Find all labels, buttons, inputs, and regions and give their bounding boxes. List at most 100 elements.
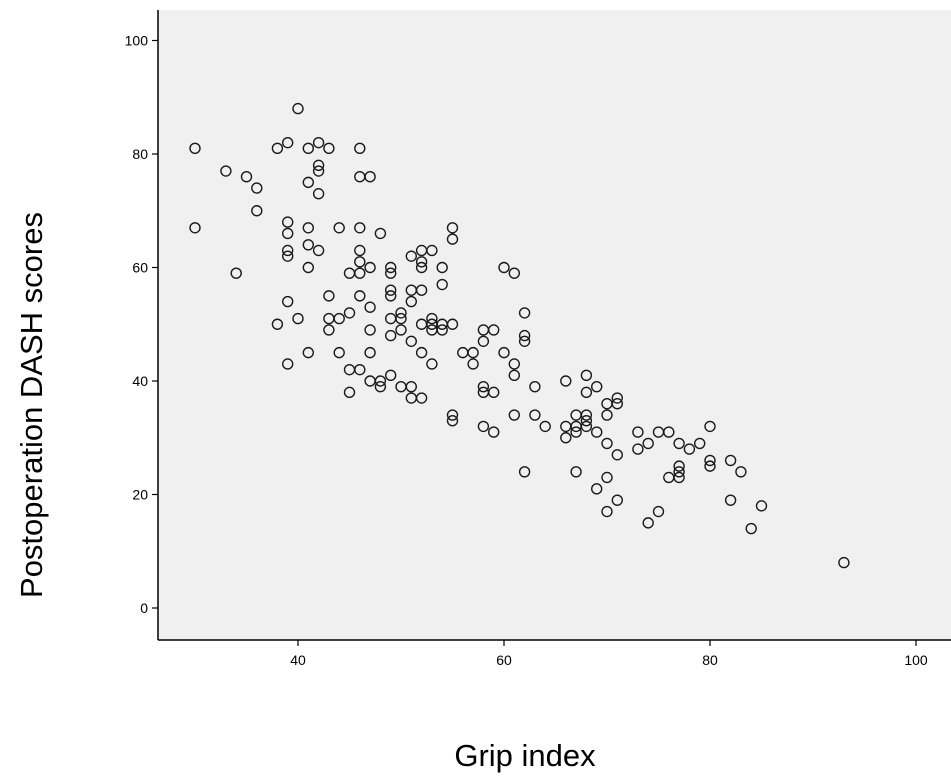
data-point (591, 426, 603, 438)
data-point (508, 358, 520, 370)
data-point (405, 295, 417, 308)
x-tick-label: 40 (290, 652, 306, 668)
y-tick-label: 20 (132, 487, 148, 503)
data-point (426, 244, 438, 257)
data-point (415, 392, 428, 404)
data-point (292, 102, 304, 115)
data-point (282, 295, 294, 308)
data-point (426, 312, 438, 325)
data-point (601, 471, 613, 484)
data-point (632, 443, 644, 455)
data-point (374, 375, 387, 387)
x-axis-ticks: 40 60 80 100 (290, 640, 928, 668)
data-point (385, 261, 397, 274)
data-point (488, 324, 500, 336)
data-point (580, 420, 593, 433)
data-point (426, 358, 438, 370)
data-point (745, 522, 757, 535)
data-point (673, 471, 685, 484)
data-point (838, 556, 850, 569)
data-point (601, 505, 613, 518)
data-point (302, 176, 314, 189)
data-point (374, 380, 387, 393)
data-point (642, 437, 654, 450)
data-point (498, 261, 510, 274)
data-point (312, 159, 325, 172)
data-point (611, 494, 623, 506)
data-point (395, 307, 407, 319)
data-point (333, 222, 345, 234)
data-point (611, 392, 623, 404)
data-point (230, 267, 242, 279)
data-point (446, 409, 459, 421)
data-point (560, 432, 572, 444)
x-axis-title: Grip index (454, 738, 596, 773)
data-point (323, 324, 335, 336)
data-point (385, 329, 397, 342)
data-point (405, 380, 417, 393)
data-point (333, 346, 345, 359)
data-point (652, 505, 665, 518)
y-tick-label: 80 (132, 146, 148, 162)
data-point (446, 222, 459, 234)
y-axis-ticks: 0 20 40 60 80 100 (125, 33, 158, 616)
data-point (354, 267, 366, 279)
data-point (488, 386, 500, 399)
data-point (518, 466, 531, 478)
data-point (333, 312, 345, 325)
axes (157, 10, 951, 641)
data-point (415, 256, 428, 268)
data-point (632, 426, 644, 438)
plot-area (158, 10, 951, 640)
data-point (354, 256, 366, 268)
data-point (271, 142, 284, 155)
data-point (302, 261, 314, 274)
data-point (343, 386, 356, 399)
y-axis-title: Postoperation DASH scores (14, 212, 49, 598)
data-point (385, 369, 397, 382)
data-point (364, 261, 376, 274)
data-point (354, 363, 366, 376)
data-point (446, 233, 459, 245)
data-point (446, 318, 459, 330)
data-point (312, 244, 325, 257)
data-point (354, 222, 366, 234)
data-point (611, 449, 623, 461)
data-point (467, 346, 479, 359)
data-point (395, 312, 407, 325)
data-point (323, 290, 335, 302)
data-point (477, 335, 490, 347)
data-point (436, 324, 448, 336)
data-point (642, 517, 654, 529)
data-point (673, 460, 685, 472)
data-point (518, 307, 531, 319)
data-point (477, 380, 490, 393)
data-point (580, 409, 593, 421)
data-point (508, 409, 520, 421)
data-point (611, 398, 623, 410)
data-point (189, 222, 201, 234)
y-tick-label: 0 (140, 600, 148, 616)
data-point (580, 386, 593, 399)
data-point (251, 182, 263, 194)
data-point (415, 261, 428, 274)
x-tick-label: 100 (904, 652, 928, 668)
data-point (508, 369, 520, 382)
data-point (302, 222, 314, 234)
data-point (385, 290, 397, 302)
data-point (755, 500, 768, 512)
data-point (735, 466, 747, 478)
data-point (240, 170, 253, 183)
data-point (683, 443, 696, 455)
data-point (302, 239, 314, 251)
data-point (282, 250, 294, 262)
data-point (312, 188, 325, 200)
data-point (385, 267, 397, 279)
data-point (415, 346, 428, 359)
data-point (694, 437, 706, 450)
data-point (518, 329, 531, 342)
data-point (570, 426, 582, 438)
x-tick-label: 80 (702, 652, 718, 668)
data-point (374, 227, 387, 240)
data-point (529, 380, 541, 393)
